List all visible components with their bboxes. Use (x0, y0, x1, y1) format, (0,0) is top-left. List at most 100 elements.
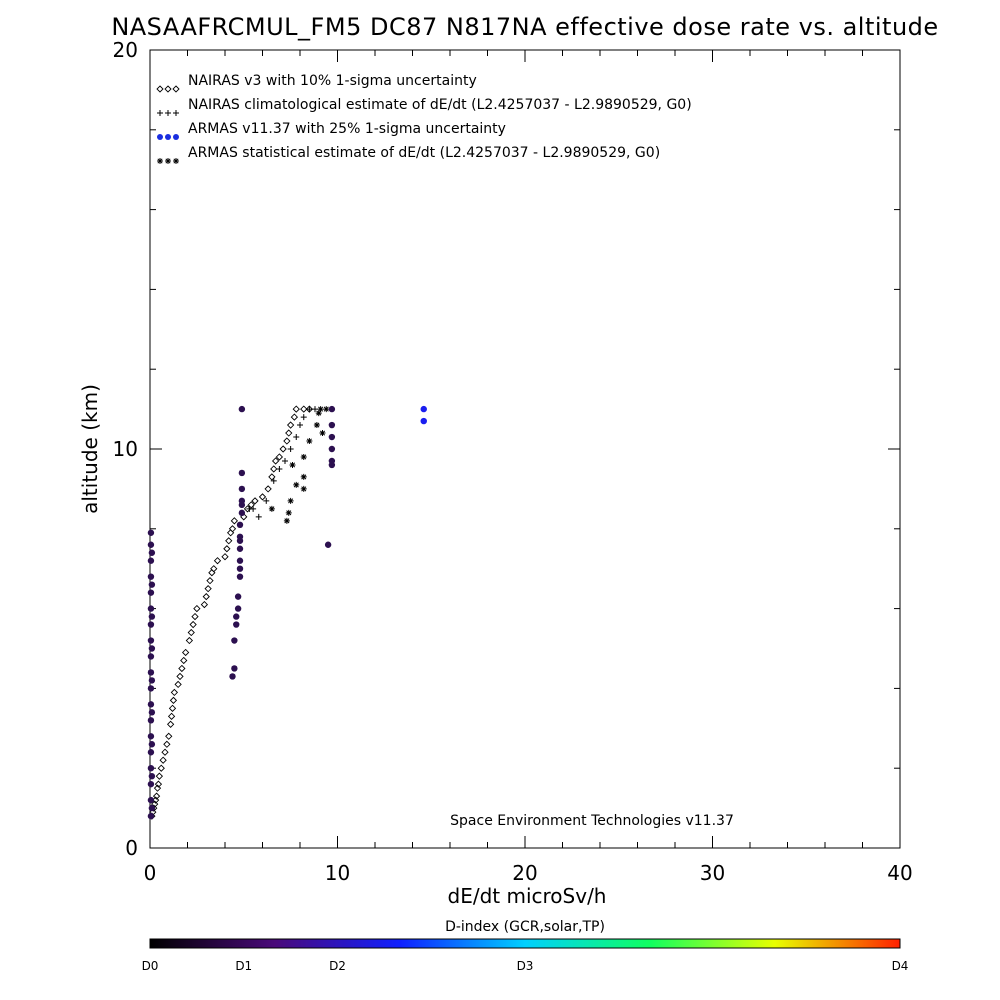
armas-point (147, 637, 155, 644)
armas-point (147, 541, 155, 548)
legend-entry: NAIRAS v3 with 10% 1-sigma uncertainty (188, 73, 477, 89)
armas-point (236, 537, 244, 544)
legend-marker (173, 134, 179, 140)
legend-marker (157, 110, 163, 116)
nairas-point (226, 529, 235, 537)
y-tick-label: 0 (125, 836, 138, 860)
armas-stat-point (300, 453, 307, 460)
armas-point (231, 637, 238, 644)
nairas-point (292, 405, 300, 413)
nairas-point (271, 457, 280, 465)
x-tick-label: 10 (325, 861, 350, 885)
legend-entry: NAIRAS climatological estimate of dE/dt … (188, 97, 692, 113)
colorbar-label: D3 (517, 959, 534, 973)
nairas-point (210, 565, 218, 573)
legend-marker (156, 85, 164, 93)
nairas-point (176, 672, 184, 681)
axis-tick-labels: 0 10 20 30 40 0 10 20 (113, 38, 913, 885)
nairas-point (290, 413, 299, 421)
armas-point (147, 557, 155, 564)
plot-frame (149, 49, 901, 849)
nairas-point (206, 577, 214, 585)
armas-stat-point (287, 497, 294, 504)
armas-point (238, 405, 246, 413)
armas-stat-point (300, 473, 307, 480)
nairas-point (230, 517, 239, 525)
armas-stat-point (283, 517, 290, 524)
armas-point (234, 605, 242, 612)
armas-point (229, 673, 236, 680)
armas-point (148, 772, 156, 780)
nairas-point (213, 557, 222, 565)
legend-marker (157, 134, 163, 140)
armas-point (328, 421, 336, 429)
armas-stat-point (317, 406, 324, 413)
nairas-point (155, 772, 164, 780)
armas-point (328, 461, 336, 469)
nairas-point (157, 764, 165, 772)
nairas-point (166, 720, 175, 728)
armas-stat-point (268, 505, 275, 512)
x-axis-label: dE/dt microSv/h (448, 884, 607, 908)
armas-point (147, 685, 155, 692)
legend-marker (164, 85, 172, 93)
nairas-point (193, 604, 201, 613)
nairas-clim-point (270, 477, 277, 484)
nairas-point (174, 680, 182, 689)
x-tick-label: 30 (700, 861, 725, 885)
armas-point (328, 405, 336, 413)
armas-point (236, 565, 244, 572)
y-axis-label: altitude (km) (78, 384, 102, 514)
nairas-point (200, 600, 209, 609)
armas-point (147, 717, 155, 724)
armas-point (233, 621, 240, 628)
armas-point (147, 621, 155, 628)
armas-point (147, 812, 155, 820)
nairas-point (300, 405, 308, 413)
nairas-clim-point (287, 446, 294, 452)
armas-point (148, 804, 156, 812)
x-tick-label: 0 (144, 861, 157, 885)
legend-marker (165, 134, 171, 140)
nairas-clim-point (250, 505, 257, 512)
armas-point (148, 677, 156, 684)
legend-marker (165, 110, 171, 116)
nairas-point (163, 740, 171, 748)
nairas-point (178, 664, 186, 673)
armas-point (234, 593, 242, 600)
armas-point (328, 445, 336, 453)
nairas-point (165, 732, 173, 740)
colorbar-label: D0 (142, 959, 159, 973)
armas-point (148, 741, 156, 748)
nairas-clim-point (297, 422, 303, 429)
legend-marker (173, 158, 179, 164)
armas-stat-point (313, 422, 320, 429)
nairas-clim-point (276, 465, 283, 472)
nairas-point (285, 429, 293, 437)
nairas-point (247, 501, 255, 509)
y-tick-label: 20 (113, 38, 138, 62)
armas-point (147, 796, 155, 804)
nairas-point (168, 704, 177, 712)
armas-stat-point (285, 509, 292, 516)
nairas-point (185, 636, 194, 645)
nairas-point (286, 421, 295, 429)
armas-point (148, 645, 156, 652)
nairas-point (189, 620, 197, 629)
colorbar-title: D-index (GCR,solar,TP) (445, 919, 605, 935)
nairas-point (180, 656, 188, 665)
armas-point-high (420, 417, 427, 425)
nairas-point (264, 485, 272, 493)
nairas-point (208, 569, 216, 577)
data-points (147, 405, 427, 820)
armas-point (147, 573, 155, 580)
armas-point (148, 549, 156, 556)
armas-point (147, 765, 155, 772)
armas-point (236, 557, 244, 564)
armas-point (147, 749, 155, 756)
credit-text: Space Environment Technologies v11.37 (450, 813, 734, 829)
armas-point (238, 469, 246, 477)
nairas-point (270, 465, 278, 473)
nairas-point (161, 748, 169, 756)
